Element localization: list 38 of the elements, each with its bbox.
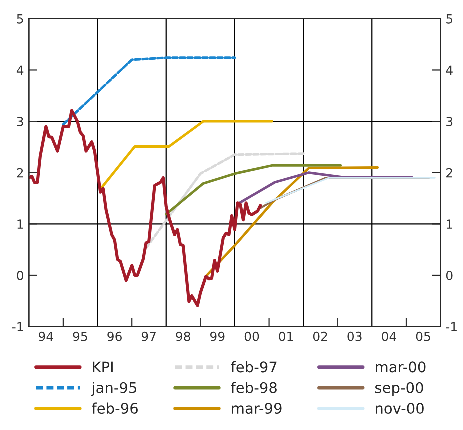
x-tick-label: 02 [313, 332, 328, 342]
line-series [145, 152, 305, 250]
legend-label: feb-96 [92, 402, 138, 414]
y2-tick-label: -1 [446, 322, 457, 332]
y-tick-label: 2 [17, 168, 24, 178]
y2-tick-label: 2 [446, 168, 452, 178]
line-series [29, 109, 262, 308]
x-tick-label: 00 [244, 332, 260, 342]
legend-label: feb-97 [231, 361, 277, 373]
y-tick-label: -1 [12, 322, 24, 332]
y-tick-label: 1 [18, 220, 24, 229]
legend-label: jan-95 [91, 382, 136, 396]
y2-tick-label: 4 [446, 66, 453, 75]
legend-label: mar-00 [376, 362, 426, 373]
y2-tick-label: 0 [446, 270, 453, 280]
legend-label: nov-00 [376, 403, 424, 414]
y-tick-label: 4 [16, 66, 24, 75]
x-tick-label: 04 [382, 332, 396, 342]
y2-tick-label: 5 [446, 14, 452, 24]
y2-tick-label: 1 [447, 220, 452, 229]
x-tick-label: 96 [108, 332, 122, 342]
legend-label: mar-99 [232, 403, 282, 414]
x-tick-label: 97 [142, 332, 156, 342]
y-tick-label: 3 [17, 117, 24, 126]
legend-label: feb-98 [231, 382, 277, 394]
x-tick-label: 05 [416, 332, 430, 342]
x-tick-label: 98 [176, 332, 190, 342]
x-tick-label: 03 [348, 332, 362, 342]
line-series [165, 164, 342, 216]
legend-label: sep-00 [375, 382, 424, 396]
legend-label: KPI [93, 362, 113, 372]
x-tick-label: 99 [210, 332, 225, 342]
y-tick-label: 5 [17, 14, 24, 24]
x-tick-label: 01 [279, 332, 294, 342]
x-tick-label: 94 [39, 332, 54, 342]
y-tick-label: 0 [17, 270, 24, 280]
y2-tick-label: 3 [446, 117, 453, 126]
x-tick-label: 95 [73, 332, 88, 342]
